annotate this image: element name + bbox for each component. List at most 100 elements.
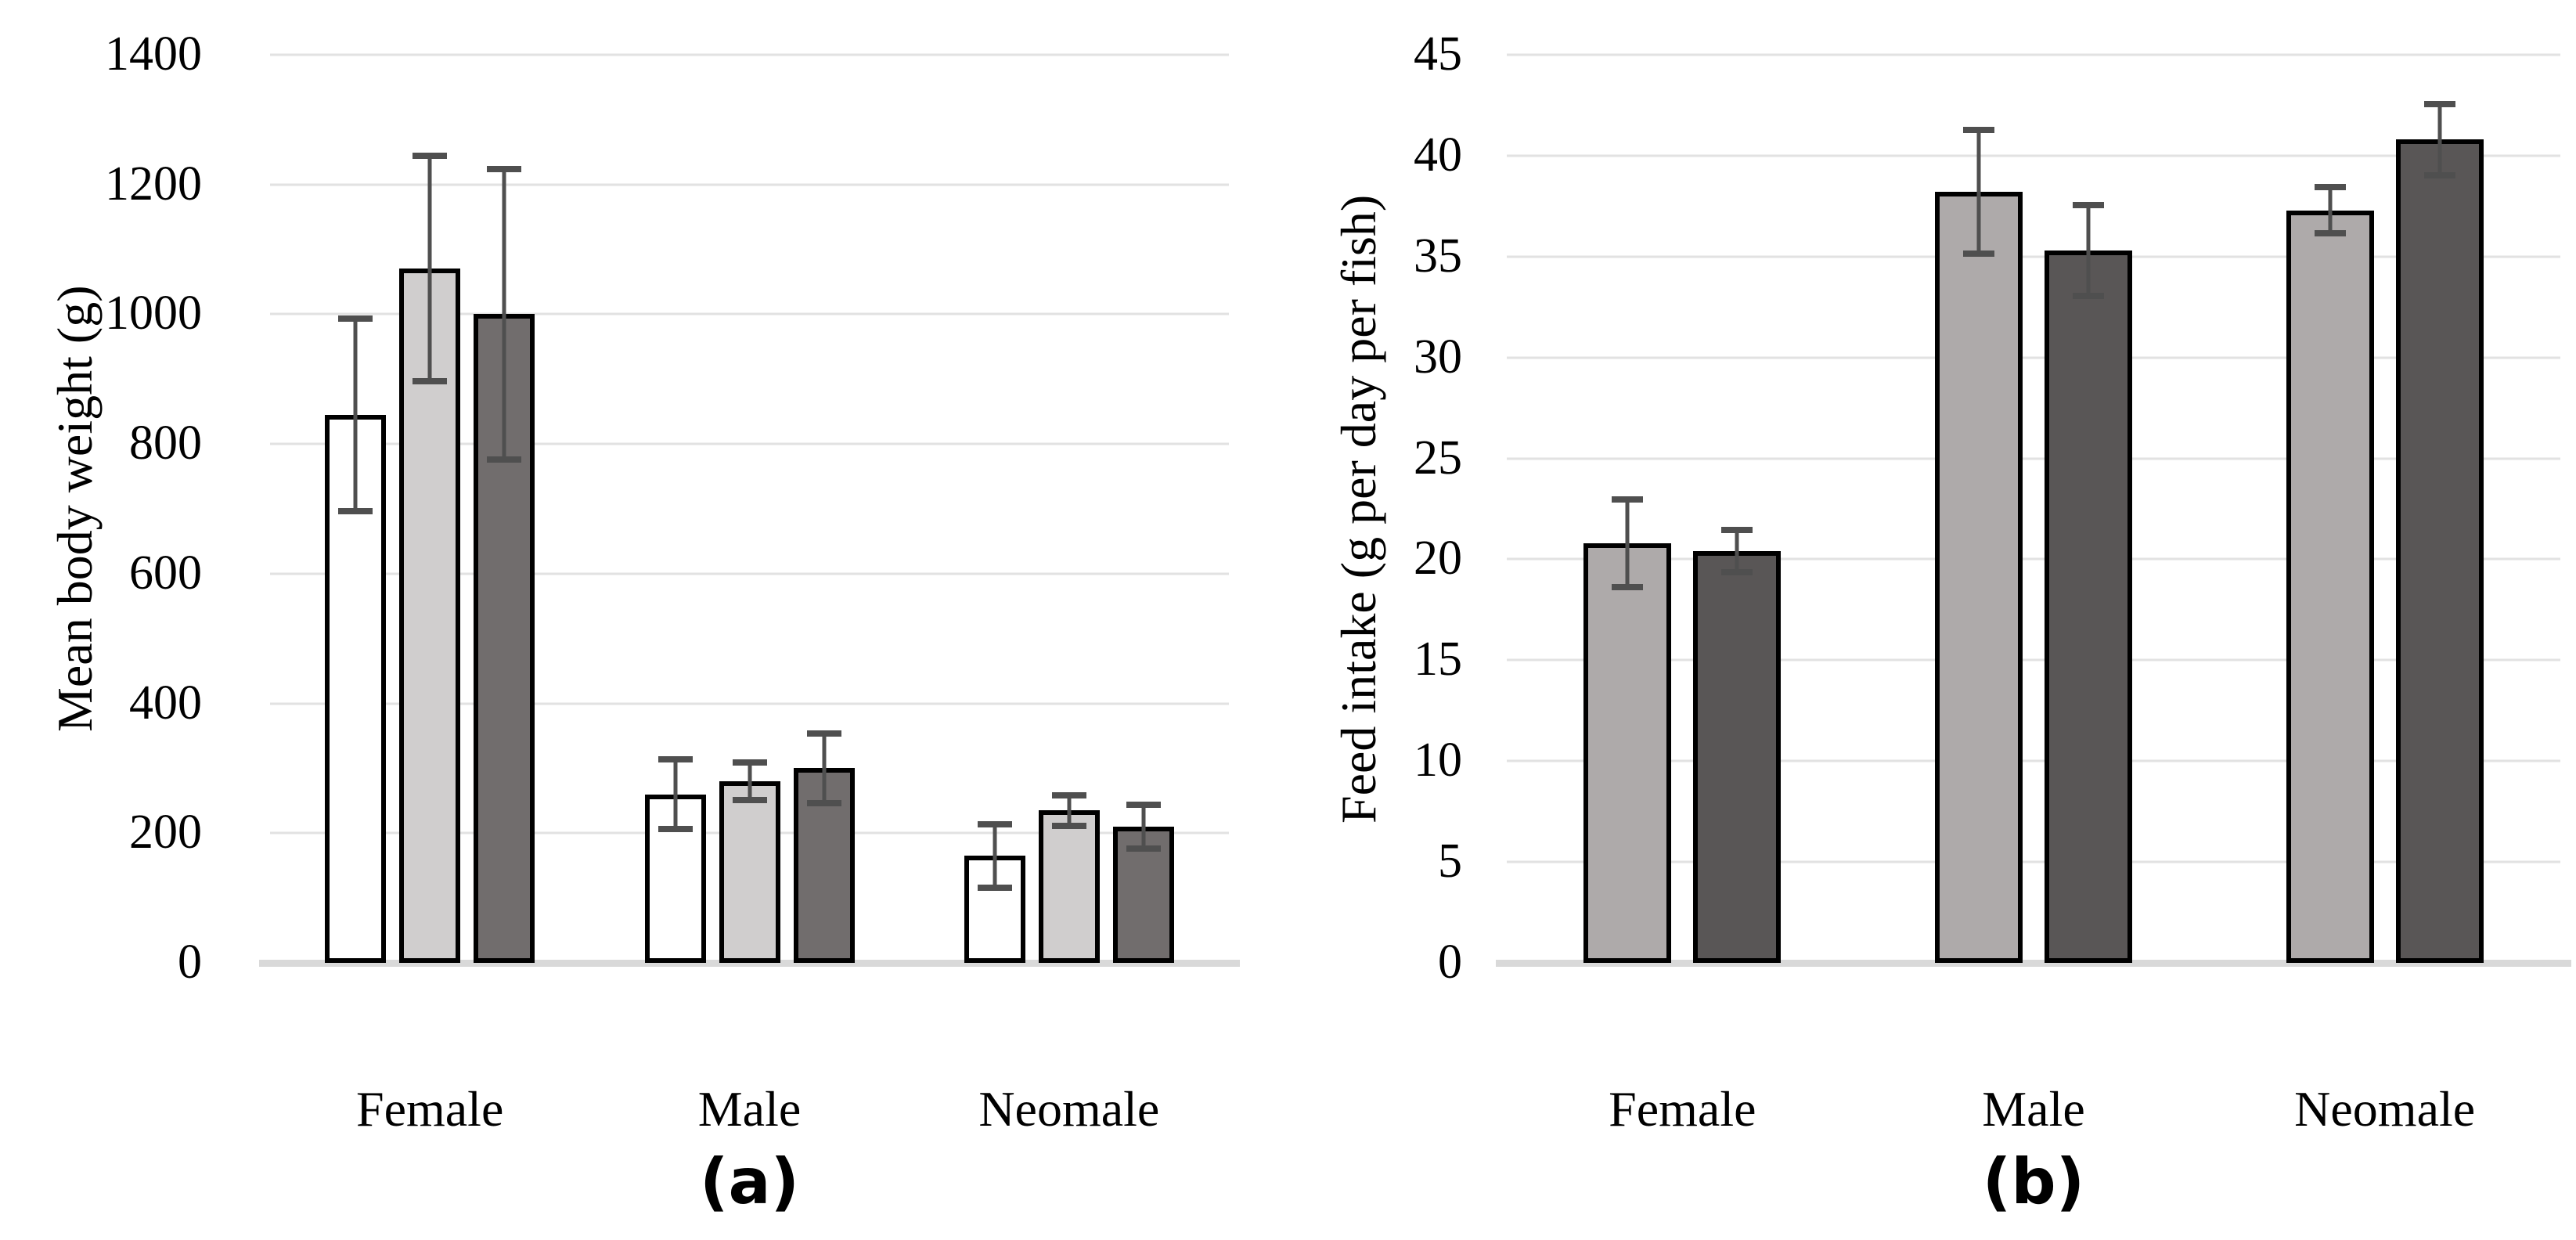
error-bar-line [2437, 103, 2442, 176]
error-bar-cap-top [2073, 201, 2104, 208]
y-tick-label: 600 [129, 546, 202, 600]
gridline [1507, 557, 2560, 561]
y-axis-title: Feed intake (g per day per fish) [1331, 194, 1386, 824]
error-bar-line [2086, 204, 2091, 297]
error-bar-line [1067, 794, 1072, 827]
error-bar-cap-bottom [413, 378, 448, 385]
error-bar-cap-bottom [1126, 845, 1161, 852]
bar-neomale-light-gray [1038, 810, 1100, 963]
error-bar-cap-top [413, 153, 448, 160]
bar-neomale-dark-gray [2395, 139, 2484, 963]
bar-neomale-light-gray [2286, 210, 2374, 963]
gridline [270, 183, 1229, 186]
gridline [1507, 53, 2560, 56]
x-category-label: Female [1609, 1081, 1756, 1137]
error-bar-cap-bottom [487, 456, 522, 463]
y-tick-label: 30 [1414, 330, 1462, 384]
x-category-label: Female [355, 1081, 504, 1137]
y-tick-label: 800 [129, 416, 202, 470]
gridline [270, 572, 1229, 575]
error-bar-line [1625, 499, 1630, 588]
bar-male-light-gray [1935, 192, 2023, 963]
y-tick-label: 0 [178, 935, 202, 989]
gridline [270, 702, 1229, 705]
gridline [1507, 759, 2560, 762]
gridline [1507, 356, 2560, 359]
bar-female-light-gray [1583, 542, 1672, 963]
error-bar-cap-bottom [732, 796, 767, 803]
y-tick-label: 10 [1414, 733, 1462, 787]
error-bar-cap-bottom [2423, 171, 2455, 178]
error-bar-line [1735, 528, 1739, 574]
error-bar-cap-top [2423, 100, 2455, 107]
error-bar-cap-top [1126, 802, 1161, 808]
error-bar-cap-bottom [338, 508, 373, 515]
panel-caption: (a) [699, 1145, 800, 1218]
error-bar-cap-top [1963, 127, 1994, 134]
x-category-label: Neomale [2294, 1081, 2476, 1137]
error-bar-cap-top [658, 756, 693, 762]
gridline [1507, 255, 2560, 258]
y-tick-label: 200 [129, 806, 202, 860]
y-tick-label: 25 [1414, 431, 1462, 485]
x-axis-baseline [1496, 960, 2571, 967]
error-bar-cap-bottom [1051, 822, 1086, 829]
error-bar-cap-bottom [1721, 569, 1753, 576]
y-tick-label: 1400 [105, 27, 202, 81]
x-axis-baseline [259, 960, 1240, 967]
y-tick-label: 45 [1414, 27, 1462, 81]
error-bar-line [502, 168, 506, 460]
x-category-label: Male [697, 1081, 802, 1137]
error-bar-cap-top [1721, 526, 1753, 533]
bar-female-dark-gray [1693, 551, 1782, 963]
error-bar-cap-bottom [806, 799, 841, 806]
x-category-label: Neomale [978, 1081, 1160, 1137]
error-bar-line [427, 155, 432, 383]
gridline [270, 312, 1229, 315]
error-bar-cap-bottom [1612, 583, 1644, 590]
y-tick-label: 40 [1414, 128, 1462, 182]
error-bar-cap-top [1051, 791, 1086, 798]
y-tick-label: 5 [1438, 834, 1462, 888]
gridline [1507, 860, 2560, 863]
error-bar-cap-bottom [658, 826, 693, 833]
bar-male-light-gray [719, 781, 780, 963]
y-tick-label: 15 [1414, 633, 1462, 687]
error-bar-line [993, 823, 997, 889]
error-bar-cap-bottom [2314, 230, 2346, 237]
chart-panel-a: Mean body weight (g) 0 200 400 600 800 1000 12… [0, 0, 1284, 1240]
gridline [270, 53, 1229, 56]
error-bar-line [673, 759, 677, 831]
error-bar-line [1976, 129, 1981, 255]
error-bar-cap-top [732, 759, 767, 766]
x-axis-category-labels: Female Male Neomale [270, 1084, 1229, 1155]
x-axis-category-labels: Female Male Neomale [1507, 1084, 2560, 1155]
error-bar-cap-bottom [1963, 251, 1994, 258]
plot-area [259, 53, 1240, 967]
y-tick-label: 1200 [105, 157, 202, 211]
plot-area [1496, 53, 2571, 967]
gridline [1507, 154, 2560, 157]
error-bar-line [2328, 186, 2333, 235]
gridline [270, 442, 1229, 445]
error-bar-cap-top [2314, 183, 2346, 190]
error-bar-cap-bottom [2073, 293, 2104, 300]
gridline [1507, 658, 2560, 661]
y-axis-title: Mean body weight (g) [47, 285, 103, 733]
y-tick-label: 20 [1414, 532, 1462, 586]
x-category-label: Male [1982, 1081, 2085, 1137]
error-bar-cap-top [806, 730, 841, 737]
y-tick-label: 1000 [105, 287, 202, 341]
y-tick-label: 35 [1414, 229, 1462, 283]
bar-male-dark-gray [2045, 251, 2132, 963]
y-tick-label: 400 [129, 676, 202, 730]
gridline [1507, 457, 2560, 460]
error-bar-cap-top [487, 166, 522, 172]
chart-panel-b: Feed intake (g per day per fish) 0 5 10 15 2… [1284, 0, 2576, 1240]
error-bar-cap-top [977, 820, 1012, 827]
error-bar-cap-top [338, 315, 373, 322]
panel-caption: (b) [1982, 1145, 2085, 1218]
error-bar-line [353, 317, 358, 513]
error-bar-line [822, 732, 826, 804]
